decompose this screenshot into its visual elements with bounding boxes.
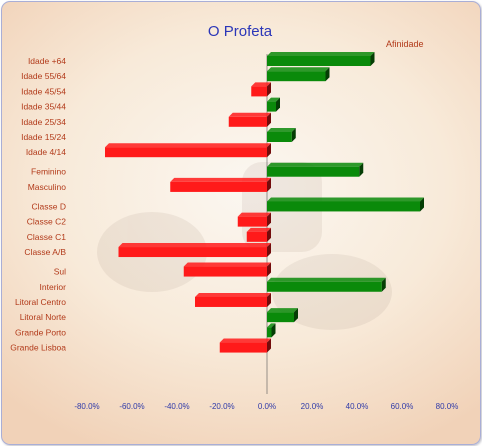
bar-litoral-norte — [267, 308, 298, 323]
bar-classe-d — [267, 197, 424, 212]
category-label-sul: Sul — [54, 267, 66, 277]
category-label-classe-d: Classe D — [32, 201, 66, 211]
bar-idade-45-54 — [251, 82, 271, 97]
bars-layer — [105, 52, 424, 394]
bar-sul — [183, 262, 271, 277]
category-label-classe-a-b: Classe A/B — [24, 247, 66, 257]
bar-grande-porto — [267, 323, 276, 338]
bar-feminino — [267, 162, 364, 177]
category-label-grande-lisboa: Grande Lisboa — [10, 343, 66, 353]
category-label-interior: Interior — [40, 282, 67, 292]
bar-idade-64 — [267, 52, 375, 66]
bar-idade-4-14 — [105, 143, 271, 158]
bar-idade-35-44 — [267, 97, 280, 112]
category-label-idade-4-14: Idade 4/14 — [26, 147, 66, 157]
legend-label: Afinidade — [386, 39, 424, 49]
bar-grande-lisboa — [219, 338, 271, 353]
x-tick-label: -20.0% — [209, 402, 234, 411]
category-label-idade-15-24: Idade 15/24 — [21, 132, 66, 142]
category-label-idade-55-64: Idade 55/64 — [21, 71, 66, 81]
x-tick-label: 20.0% — [301, 402, 324, 411]
category-label-classe-c1: Classe C1 — [27, 232, 66, 242]
category-label-classe-c2: Classe C2 — [27, 217, 66, 227]
x-tick-label: 0.0% — [258, 402, 276, 411]
bar-classe-c2 — [237, 212, 271, 227]
category-labels: Idade +64 Idade 55/64 Idade 45/54 Idade 35/… — [10, 56, 66, 353]
x-tick-label: -40.0% — [164, 402, 189, 411]
bar-interior — [267, 277, 386, 292]
x-tick-label: 80.0% — [436, 402, 459, 411]
bar-idade-25-34 — [228, 112, 271, 127]
category-label-idade-35-44: Idade 35/44 — [21, 102, 66, 112]
x-tick-label: 40.0% — [346, 402, 369, 411]
category-label-idade-25-34: Idade 25/34 — [21, 117, 66, 127]
category-label-masculino: Masculino — [28, 182, 67, 192]
chart-title: O Profeta — [208, 23, 273, 40]
category-label-idade-45-54: Idade 45/54 — [21, 86, 66, 96]
category-label-grande-porto: Grande Porto — [15, 327, 66, 337]
category-label-feminino: Feminino — [31, 167, 66, 177]
bar-classe-a-b — [118, 243, 271, 258]
bar-idade-15-24 — [267, 128, 296, 142]
bar-classe-c1 — [246, 227, 271, 242]
category-label-litoral-centro: Litoral Centro — [15, 297, 66, 307]
category-label-litoral-norte: Litoral Norte — [20, 312, 67, 322]
bar-idade-55-64 — [267, 67, 330, 82]
x-axis-ticks: -80.0% -60.0% -40.0% -20.0% 0.0% 20.0% 40.0% 60… — [74, 402, 458, 411]
x-tick-label: -80.0% — [74, 402, 99, 411]
bar-masculino — [170, 177, 271, 192]
category-label-idade-64: Idade +64 — [28, 56, 66, 66]
x-tick-label: 60.0% — [391, 402, 414, 411]
bar-litoral-centro — [195, 292, 271, 307]
x-tick-label: -60.0% — [119, 402, 144, 411]
